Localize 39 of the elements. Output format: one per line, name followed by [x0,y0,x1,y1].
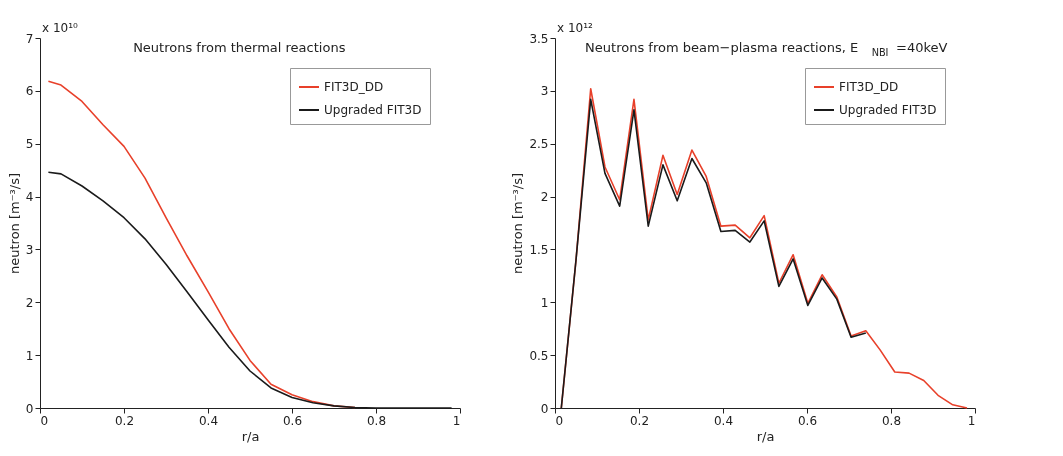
x-tick-label: 0 [40,413,49,428]
x-tick-label: 0.6 [797,413,818,428]
y-tick-label: 0.5 [529,348,549,363]
x-axis-title: r/a [241,428,260,444]
text: x 10¹⁰ [42,21,78,35]
x-tick-label: 0.8 [366,413,387,428]
y-tick-label: 3.5 [529,31,549,46]
text: x 10¹² [557,21,593,35]
y-tick-label: 7 [25,31,34,46]
y-tick-label: 2.5 [529,137,549,152]
y-tick-label: 0 [25,401,34,416]
y-tick-label: 3 [25,242,34,257]
y-axis-title: neutron [m⁻³/s] [510,173,526,274]
x-tick-label: 0.2 [629,413,650,428]
y-tick-label: 6 [25,84,34,99]
y-tick-label: 1 [540,295,549,310]
x-tick-label: 1 [967,413,976,428]
legend-label: Upgraded FIT3D [839,103,937,117]
y-tick-label: 2 [540,190,549,205]
y-tick-label: 1 [25,348,34,363]
legend-label: FIT3D_DD [324,80,384,94]
legend-label: Upgraded FIT3D [324,103,422,117]
y-tick-label: 5 [25,137,34,152]
legend-label: FIT3D_DD [839,80,899,94]
x-tick-label: 0.4 [713,413,734,428]
chart-title: Neutrons from thermal reactions [133,40,346,55]
x-tick-label: 0.2 [114,413,135,428]
x-tick-label: 0.8 [881,413,902,428]
x-tick-label: 0.4 [198,413,219,428]
x-tick-label: 0 [555,413,564,428]
y-tick-label: 3 [540,84,549,99]
x-tick-label: 0.6 [282,413,303,428]
x-tick-label: 1 [452,413,461,428]
x-axis-title: r/a [756,428,775,444]
y-tick-label: 4 [25,190,34,205]
y-axis-title: neutron [m⁻³/s] [6,173,22,274]
y-tick-label: 1.5 [529,242,549,257]
y-tick-label: 0 [540,401,549,416]
y-tick-label: 2 [25,295,34,310]
